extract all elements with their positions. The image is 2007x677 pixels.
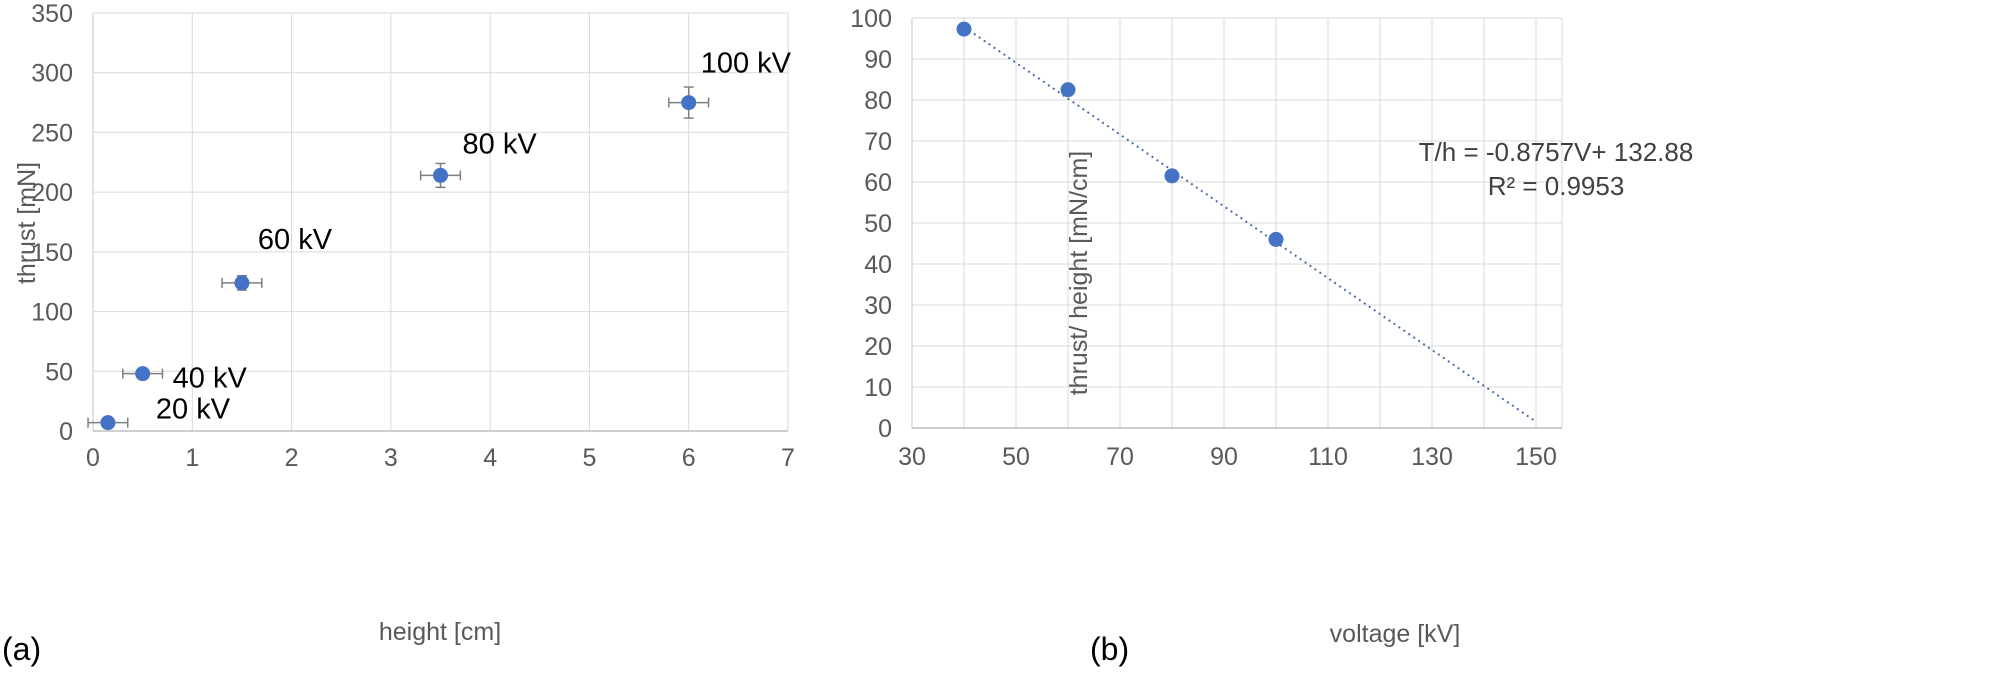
chart-a-x-tick-label: 4 [483,444,497,472]
chart-b-point [956,21,972,37]
chart-b: 30 50 70 90 110 130 150 0 10 20 30 40 50 60 70 80 90 100… [850,5,1693,667]
chart-a-x-axis-title: height [cm] [379,618,501,646]
chart-a-point-label: 60 kV [258,224,333,256]
chart-b-x-tick-label: 30 [898,443,926,471]
chart-a-x-tick-label: 2 [285,444,299,472]
chart-b-x-tick-label: 90 [1210,443,1238,471]
chart-b-y-tick-label: 60 [864,169,892,197]
chart-b-point [1164,168,1180,184]
chart-a-x-tick-label: 7 [781,444,795,472]
chart-a-x-tick-label: 0 [86,444,100,472]
chart-b-y-tick-label: 70 [864,128,892,156]
chart-b-trendline [963,25,1537,423]
chart-a-y-tick-label: 50 [45,358,73,386]
chart-b-y-tick-label: 30 [864,292,892,320]
chart-a-point [135,366,151,382]
chart-a-point [100,415,116,431]
chart-a-y-tick-label: 100 [31,299,73,327]
chart-a-y-tick-label: 150 [31,239,73,267]
chart-b-x-ticks: 30 50 70 90 110 130 150 [898,443,1557,471]
chart-a-point-label: 80 kV [463,128,538,160]
chart-a-x-tick-label: 3 [384,444,398,472]
chart-b-y-tick-label: 100 [850,5,892,33]
chart-a-y-tick-label: 200 [31,179,73,207]
chart-a-point-label: 100 kV [701,48,792,80]
chart-b-grid [911,17,1563,429]
chart-a-y-tick-label: 350 [31,0,73,28]
chart-b-point [1268,231,1284,247]
chart-b-panel-label: (b) [1090,631,1129,667]
chart-b-x-axis-title: voltage [kV] [1330,620,1461,648]
chart-a-y-axis-title: thrust [mN] [13,162,41,284]
chart-b-y-tick-label: 20 [864,333,892,361]
chart-a-x-tick-label: 6 [682,444,696,472]
chart-b-y-tick-label: 40 [864,251,892,279]
chart-a-y-tick-label: 300 [31,60,73,88]
chart-b-x-tick-label: 150 [1515,443,1557,471]
chart-a-x-tick-label: 1 [185,444,199,472]
chart-a-y-ticks: 0 50 100 150 200 250 300 350 [31,0,73,446]
chart-b-r-squared: R² = 0.9953 [1488,171,1625,201]
chart-b-y-tick-label: 90 [864,46,892,74]
chart-a-grid [92,12,789,432]
chart-a-point [234,275,250,291]
chart-b-point [1060,82,1076,98]
chart-a-y-tick-label: 250 [31,119,73,147]
chart-b-marks [956,21,1537,423]
chart-b-y-ticks: 0 10 20 30 40 50 60 70 80 90 100 [850,5,892,443]
chart-a-panel-label: (a) [2,631,41,667]
chart-b-x-tick-label: 130 [1411,443,1453,471]
chart-a-x-tick-label: 5 [582,444,596,472]
chart-a-y-tick-label: 0 [59,418,73,446]
chart-b-x-tick-label: 50 [1002,443,1030,471]
chart-b-y-tick-label: 50 [864,210,892,238]
chart-b-x-tick-label: 110 [1308,443,1348,471]
chart-b-x-tick-label: 70 [1106,443,1134,471]
chart-a-point [681,95,697,111]
chart-b-y-tick-label: 10 [864,374,892,402]
chart-a-point-label: 20 kV [156,394,231,426]
chart-a-point [433,167,448,183]
chart-b-y-tick-label: 0 [878,415,892,443]
chart-a-x-ticks: 0 1 2 3 4 5 6 7 [86,444,795,472]
chart-a-point-label: 40 kV [173,363,248,395]
chart-b-equation: T/h = -0.8757V+ 132.88 [1419,137,1694,167]
chart-b-y-axis-title: thrust/ height [mN/cm] [1065,151,1093,396]
chart-b-y-tick-label: 80 [864,87,892,115]
